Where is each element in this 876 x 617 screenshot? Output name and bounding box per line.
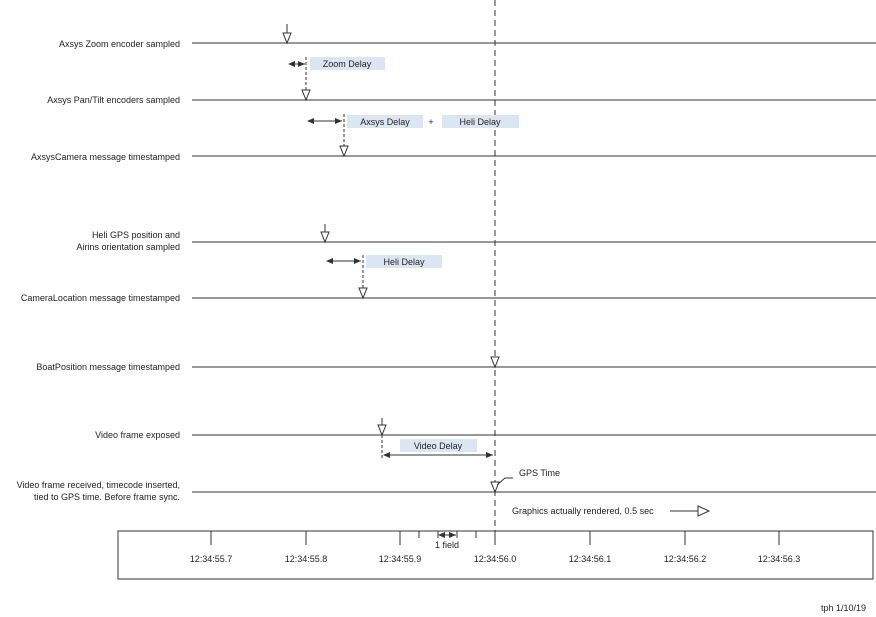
event-zoom-sampled: [282, 24, 292, 45]
row-label-zoom: Axsys Zoom encoder sampled: [59, 39, 180, 49]
tick-label: 12:34:55.7: [190, 554, 233, 564]
row-label-pan: Axsys Pan/Tilt encoders sampled: [47, 95, 180, 105]
down-arrow-icon: [301, 89, 311, 102]
event-boat: [490, 356, 500, 369]
event-pan-sampled: [301, 57, 311, 102]
down-arrow-icon: [490, 356, 500, 369]
tick-label: 12:34:56.2: [664, 554, 707, 564]
heli-delay-box-1: [442, 115, 519, 128]
tick-label: 12:34:55.9: [379, 554, 422, 564]
row-label-video-exp: Video frame exposed: [95, 430, 180, 440]
tick-label: 12:34:56.3: [758, 554, 801, 564]
heli-delay-label-2: Heli Delay: [383, 257, 425, 267]
heli-delay-label-1: Heli Delay: [459, 117, 501, 127]
tick-label: 12:34:55.8: [285, 554, 328, 564]
row-label-heli-gps-2: Airins orientation sampled: [76, 242, 180, 252]
footer-credit: tph 1/10/19: [821, 603, 866, 613]
down-arrow-icon: [490, 481, 500, 494]
row-label-camloc: CameraLocation message timestamped: [21, 293, 180, 303]
video-delay-label: Video Delay: [414, 441, 463, 451]
graphics-rendered-note: Graphics actually rendered, 0.5 sec: [512, 506, 654, 516]
tick-label: 12:34:56.0: [474, 554, 517, 564]
zoom-delay-label: Zoom Delay: [323, 59, 372, 69]
row-label-video-recv-1: Video frame received, timecode inserted,: [17, 480, 180, 490]
row-label-axsys-msg: AxsysCamera message timestamped: [31, 152, 180, 162]
event-axsys-msg: [339, 114, 349, 158]
down-arrow-icon: [358, 287, 368, 300]
plus-sign: +: [428, 117, 433, 127]
axsys-delay-label: Axsys Delay: [360, 117, 410, 127]
event-camloc: [358, 255, 368, 300]
axsys-delay-box: [347, 115, 423, 128]
event-video-recv: [490, 481, 500, 494]
down-arrow-icon: [339, 145, 349, 158]
right-arrow-icon: [697, 505, 711, 517]
gps-time-label: GPS Time: [519, 468, 560, 478]
video-delay-box: [400, 439, 477, 452]
row-label-video-recv-2: tied to GPS time. Before frame sync.: [34, 492, 180, 502]
tick-label: 12:34:56.1: [569, 554, 612, 564]
down-arrow-icon: [282, 32, 292, 45]
down-arrow-icon: [320, 231, 330, 244]
row-label-boat: BoatPosition message timestamped: [36, 362, 180, 372]
timeline-major-ticks: [210, 531, 780, 545]
gps-time-leader: [496, 477, 513, 486]
heli-delay-box-2: [366, 255, 442, 268]
event-heli-gps: [320, 224, 330, 244]
row-label-heli-gps-1: Heli GPS position and: [92, 230, 180, 240]
down-arrow-icon: [377, 424, 387, 437]
zoom-delay-box: [310, 57, 385, 70]
event-video-exp: [377, 418, 387, 460]
one-field-label: 1 field: [435, 540, 459, 550]
